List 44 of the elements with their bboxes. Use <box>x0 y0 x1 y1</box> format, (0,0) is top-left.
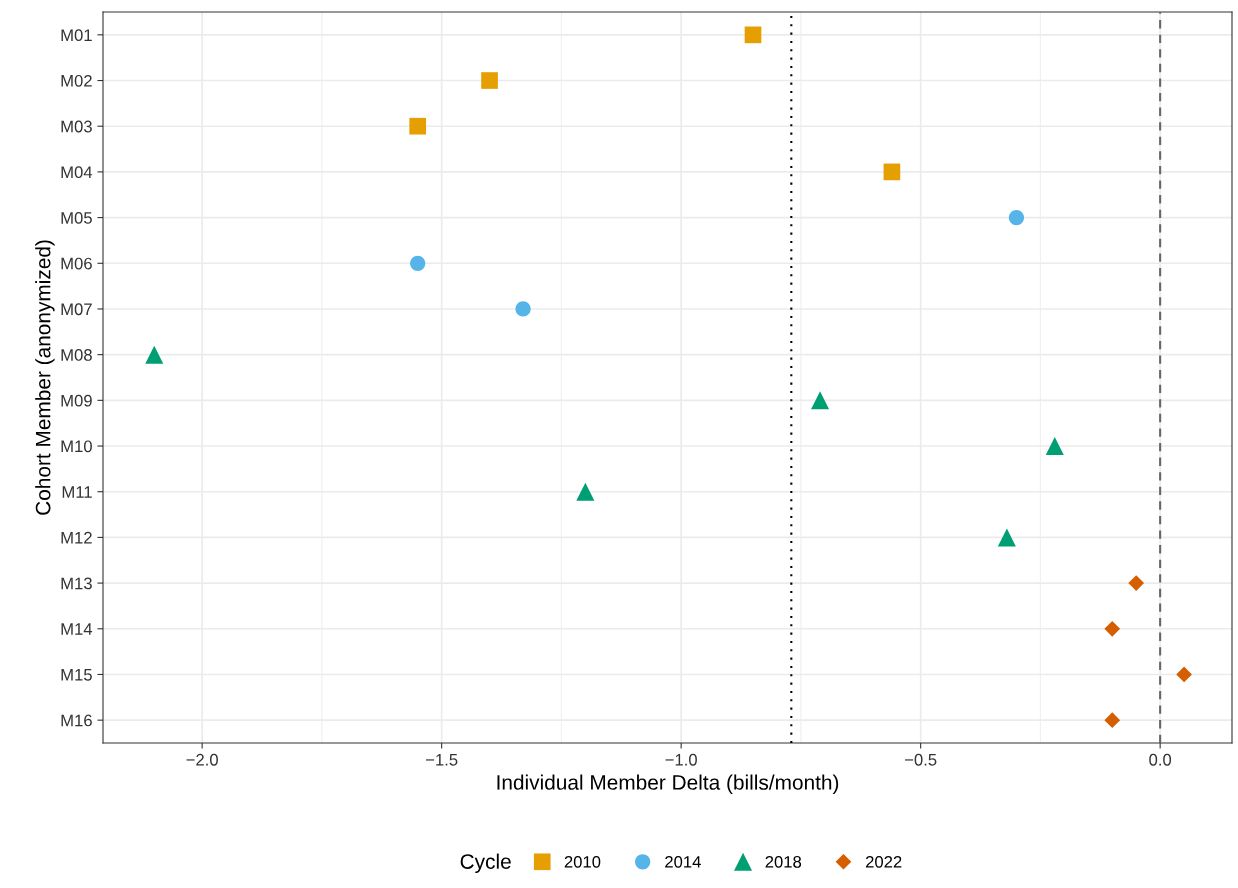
legend-label: 2022 <box>865 855 902 868</box>
x-tick-label: −2.0 <box>186 753 218 766</box>
legend-label: 2010 <box>564 855 601 868</box>
y-tick-label: M16 <box>61 714 92 727</box>
y-tick-label: M07 <box>61 303 92 316</box>
point <box>1104 712 1121 729</box>
point <box>744 26 762 44</box>
point <box>997 528 1016 547</box>
point <box>481 72 498 89</box>
point <box>1045 437 1064 456</box>
x-tick-label: −1.5 <box>426 754 458 766</box>
y-tick-label: M11 <box>62 486 92 498</box>
point <box>1176 666 1192 683</box>
point <box>811 391 830 410</box>
point <box>883 163 901 181</box>
point <box>1128 575 1145 591</box>
y-tick-label: M04 <box>61 166 93 179</box>
point <box>145 345 164 364</box>
legend-label: 2018 <box>765 855 802 868</box>
point <box>515 301 531 317</box>
y-tick-label: M10 <box>61 440 92 453</box>
y-tick-label: M02 <box>61 74 92 87</box>
x-tick-label: −1.0 <box>665 753 697 766</box>
legend-label: 2014 <box>665 855 701 868</box>
x-axis-title: Individual Member Delta (bills/month) <box>497 774 839 794</box>
point <box>1104 620 1121 637</box>
point <box>410 255 426 271</box>
y-axis-title: Cohort Member (anonymized) <box>35 240 55 515</box>
y-tick-label: M05 <box>61 211 92 224</box>
y-tick-label: M13 <box>61 577 92 590</box>
y-tick-label: M08 <box>61 349 92 361</box>
point <box>1008 209 1025 226</box>
legend-title: Cycle <box>460 853 511 873</box>
point <box>576 482 595 501</box>
y-tick-label: M12 <box>61 531 92 544</box>
point <box>409 117 427 135</box>
y-tick-label: M06 <box>61 257 92 270</box>
y-tick-label: M01 <box>61 29 92 42</box>
y-tick-label: M03 <box>61 120 92 133</box>
x-tick-label: −0.5 <box>905 753 937 766</box>
y-tick-label: M09 <box>61 394 92 407</box>
y-tick-label: M14 <box>61 623 93 635</box>
x-tick-label: 0.0 <box>1149 753 1172 766</box>
y-tick-label: M15 <box>61 669 92 681</box>
